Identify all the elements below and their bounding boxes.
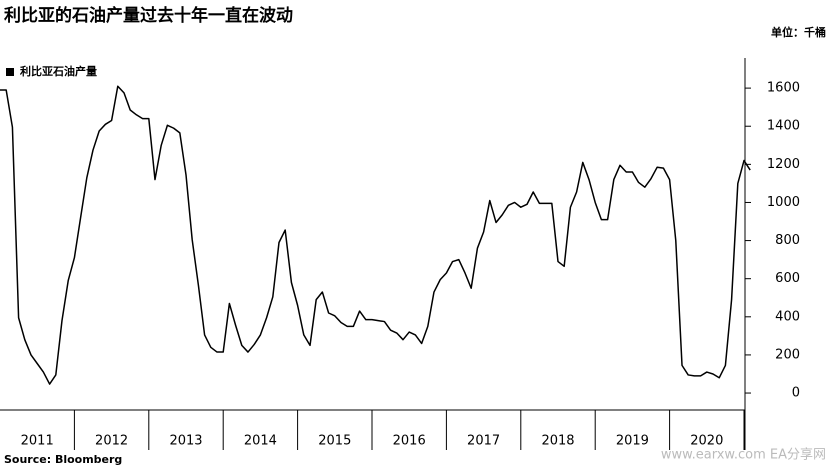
y-tick-label: 1400 bbox=[767, 119, 800, 134]
x-tick-label: 2017 bbox=[467, 434, 500, 449]
y-tick-label: 600 bbox=[775, 271, 800, 286]
chart-title: 利比亚的石油产量过去十年一直在波动 bbox=[4, 5, 293, 26]
source: Source: Bloomberg bbox=[4, 453, 122, 466]
x-tick-label: 2014 bbox=[244, 434, 277, 449]
y-tick-label: 1200 bbox=[767, 157, 800, 172]
y-tick-label: 1000 bbox=[767, 195, 800, 210]
y-tick-label: 0 bbox=[792, 386, 800, 401]
x-tick-label: 2011 bbox=[21, 434, 54, 449]
unit-label: 单位：千桶 bbox=[771, 25, 826, 39]
watermark: www.earxw.com EA分享网 bbox=[661, 447, 826, 463]
x-tick-label: 2015 bbox=[318, 434, 351, 449]
y-tick-label: 800 bbox=[775, 233, 800, 248]
legend-label: 利比亚石油产量 bbox=[20, 64, 97, 78]
x-tick-label: 2012 bbox=[95, 434, 128, 449]
y-tick-label: 400 bbox=[775, 309, 800, 324]
x-tick-label: 2016 bbox=[393, 434, 426, 449]
x-tick-label: 2018 bbox=[541, 434, 574, 449]
legend-swatch bbox=[6, 68, 14, 76]
x-tick-label: 2013 bbox=[169, 434, 202, 449]
y-tick-label: 1600 bbox=[767, 81, 800, 96]
line-series bbox=[0, 85, 751, 385]
y-tick-label: 200 bbox=[775, 347, 800, 362]
x-tick-label: 2019 bbox=[616, 434, 649, 449]
x-tick-label: 2020 bbox=[690, 434, 723, 449]
